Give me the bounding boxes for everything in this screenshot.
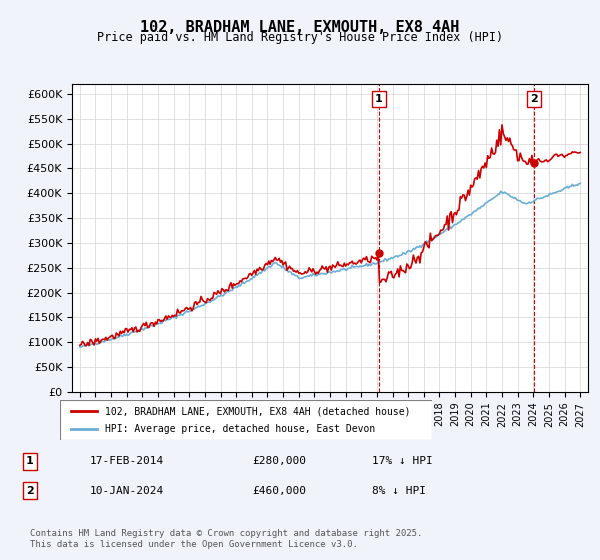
Text: 8% ↓ HPI: 8% ↓ HPI <box>372 486 426 496</box>
Text: 1: 1 <box>26 456 34 466</box>
Text: Contains HM Land Registry data © Crown copyright and database right 2025.
This d: Contains HM Land Registry data © Crown c… <box>30 529 422 549</box>
Text: 17% ↓ HPI: 17% ↓ HPI <box>372 456 433 466</box>
Text: 1: 1 <box>375 94 383 104</box>
Text: £280,000: £280,000 <box>252 456 306 466</box>
FancyBboxPatch shape <box>60 400 432 440</box>
Text: 2: 2 <box>530 94 538 104</box>
Text: 17-FEB-2014: 17-FEB-2014 <box>90 456 164 466</box>
Text: 2: 2 <box>26 486 34 496</box>
Text: 102, BRADHAM LANE, EXMOUTH, EX8 4AH: 102, BRADHAM LANE, EXMOUTH, EX8 4AH <box>140 20 460 35</box>
Text: £460,000: £460,000 <box>252 486 306 496</box>
Text: 10-JAN-2024: 10-JAN-2024 <box>90 486 164 496</box>
Text: 102, BRADHAM LANE, EXMOUTH, EX8 4AH (detached house): 102, BRADHAM LANE, EXMOUTH, EX8 4AH (det… <box>104 407 410 417</box>
Text: Price paid vs. HM Land Registry's House Price Index (HPI): Price paid vs. HM Land Registry's House … <box>97 31 503 44</box>
Text: HPI: Average price, detached house, East Devon: HPI: Average price, detached house, East… <box>104 423 375 433</box>
